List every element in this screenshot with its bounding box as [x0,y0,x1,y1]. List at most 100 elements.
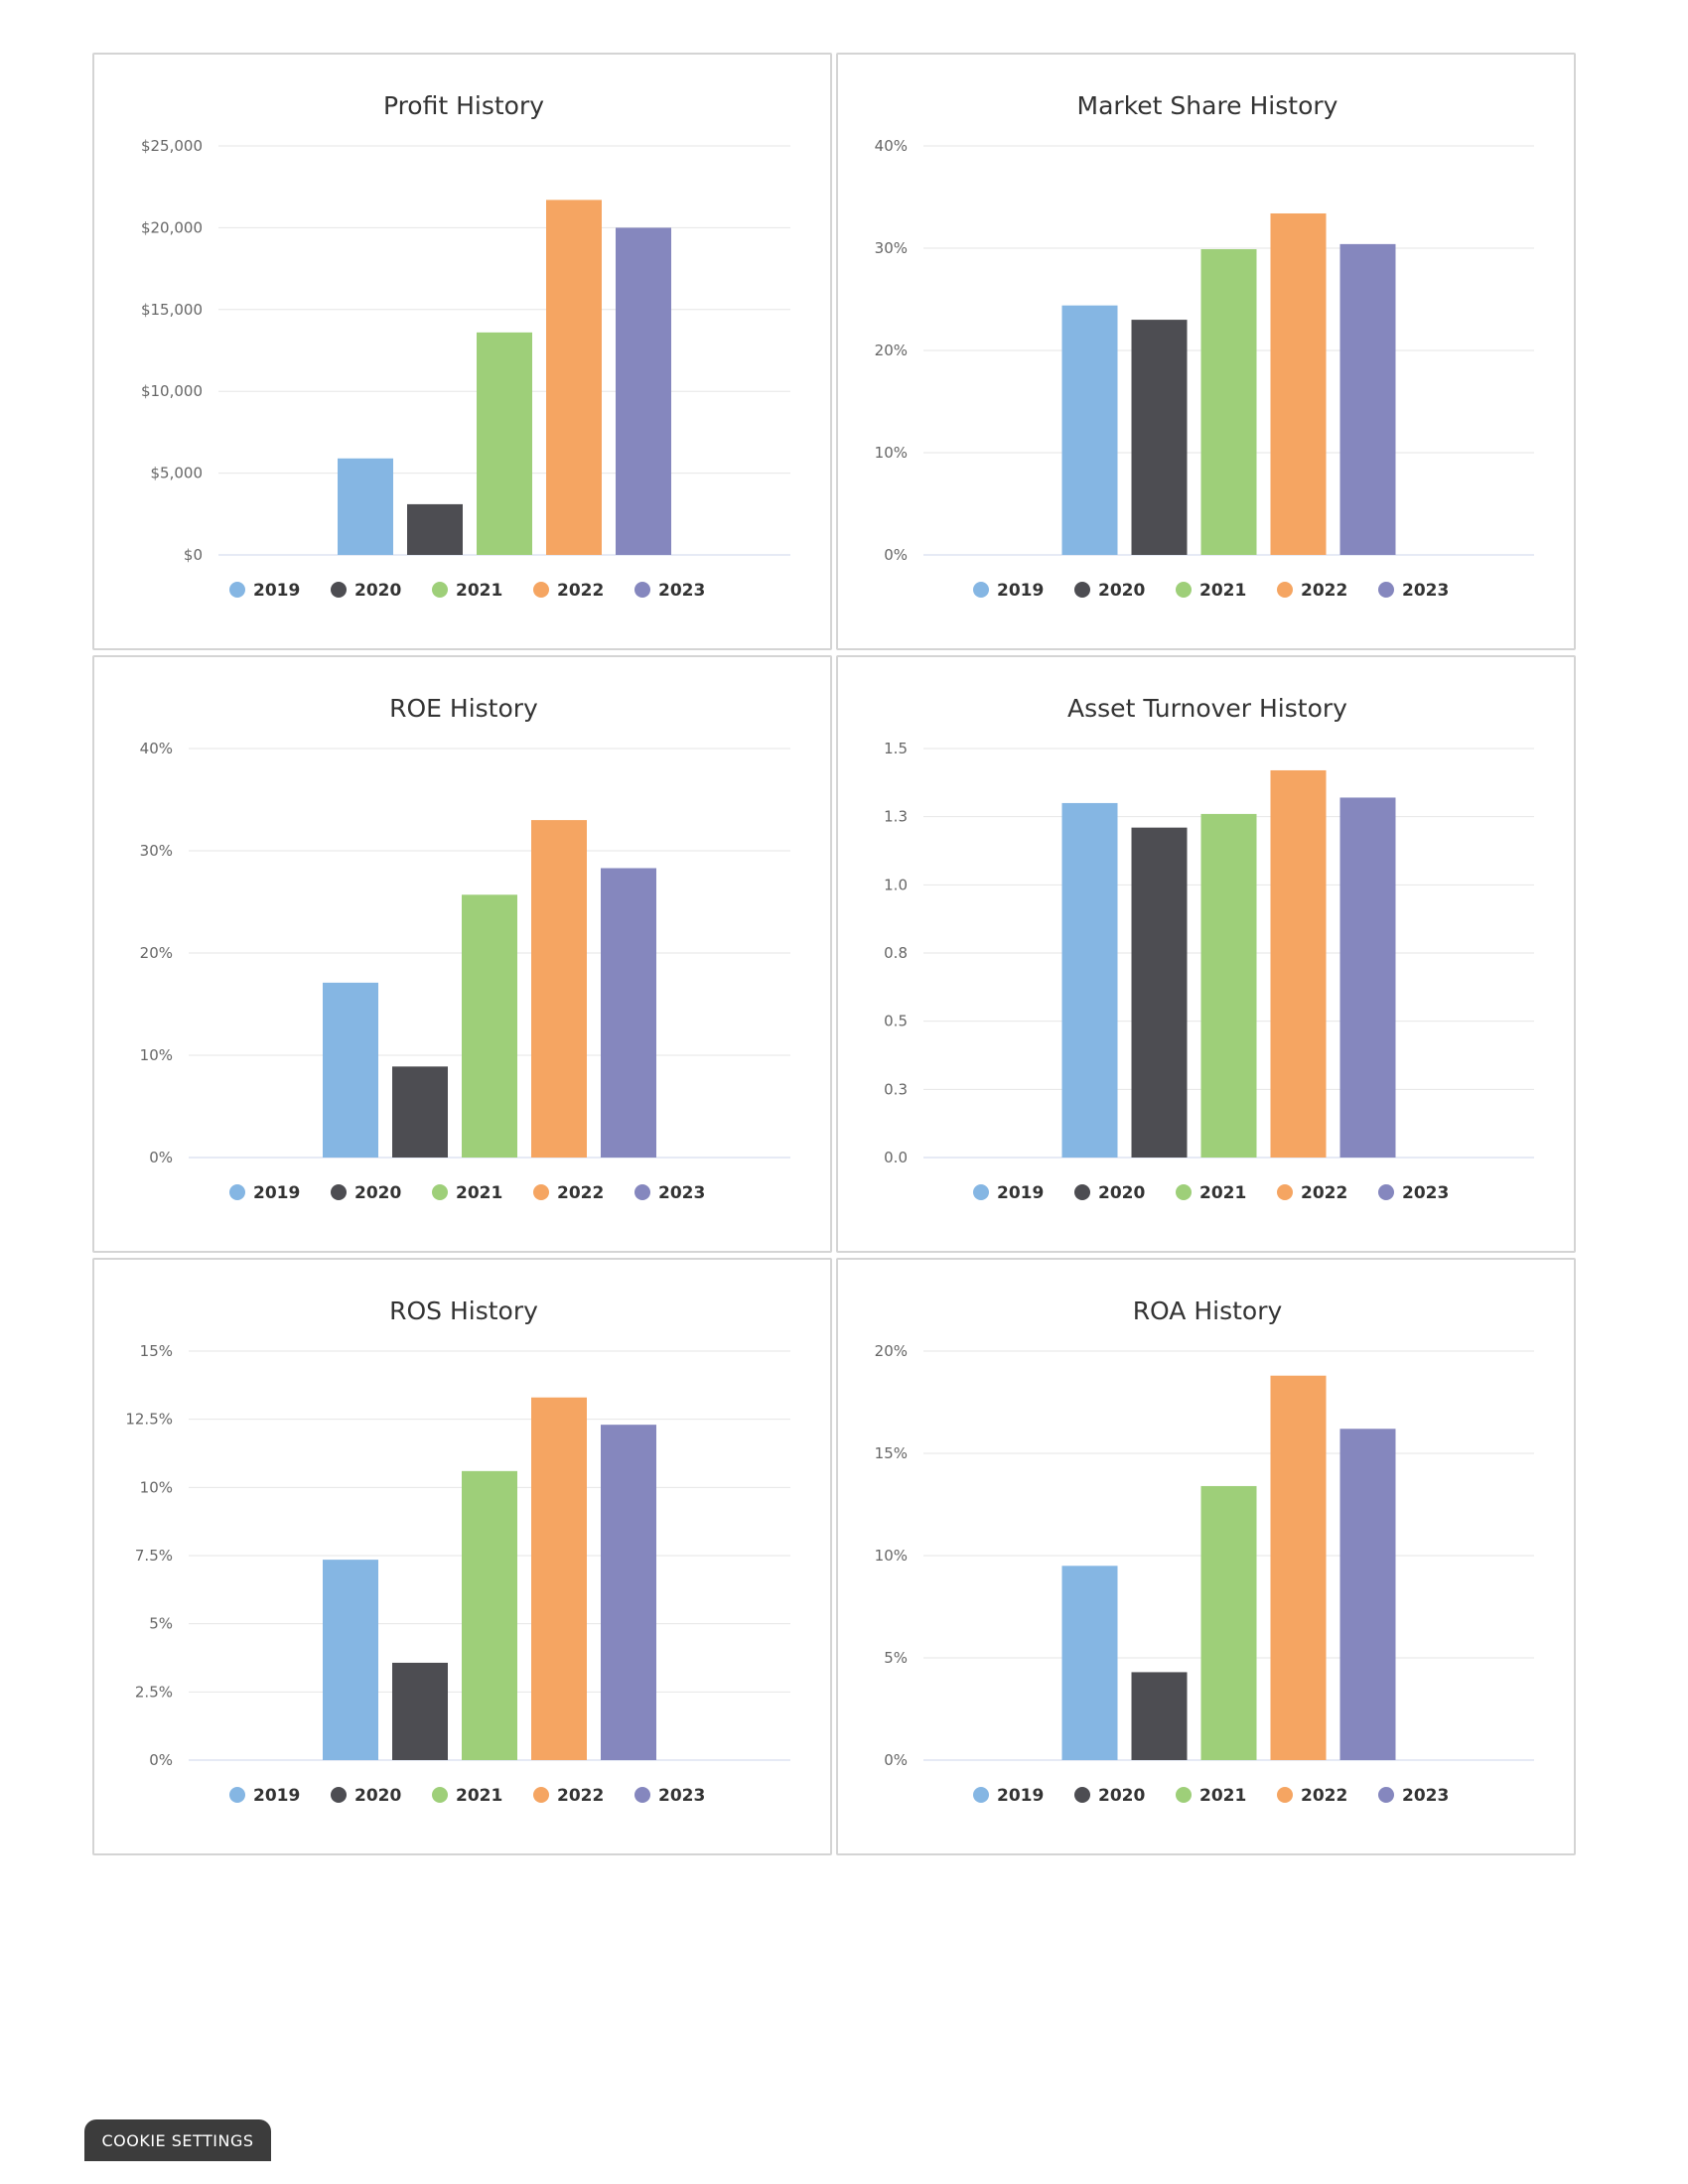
legend-dot-icon [1277,1787,1293,1803]
bar-2022[interactable] [546,200,602,555]
bar-2019[interactable] [323,1560,378,1760]
bar-2021[interactable] [1200,1485,1257,1760]
legend-dot-icon [229,1787,245,1803]
legend-label: 2021 [456,1183,502,1203]
legend-item-2023[interactable]: 2023 [634,581,705,601]
legend-item-2020[interactable]: 2020 [331,1183,401,1203]
legend-item-2020[interactable]: 2020 [1074,1183,1145,1203]
bar-2019[interactable] [1061,305,1118,555]
legend-item-2020[interactable]: 2020 [331,581,401,601]
bar-2021[interactable] [477,332,532,555]
bar-2020[interactable] [407,503,463,555]
legend-item-2022[interactable]: 2022 [533,1183,604,1203]
legend-label: 2019 [253,581,300,601]
chart-title: Market Share History [1077,91,1338,120]
legend-dot-icon [1176,1184,1192,1200]
bar-2023[interactable] [601,868,656,1158]
legend-item-2022[interactable]: 2022 [1277,1183,1347,1203]
legend-dot-icon [634,582,650,598]
legend-dot-icon [432,1787,448,1803]
bar-2022[interactable] [1270,212,1327,556]
legend-label: 2022 [557,1183,604,1203]
y-tick-label: 40% [875,137,908,155]
y-tick-label: $10,000 [141,382,203,400]
bar-2022[interactable] [531,1397,587,1760]
bar-2023[interactable] [1339,797,1396,1158]
y-tick-label: 0% [884,546,908,564]
bar-2019[interactable] [1061,802,1118,1158]
legend-dot-icon [1176,1787,1192,1803]
legend-item-2019[interactable]: 2019 [229,1786,300,1806]
y-tick-label: 10% [140,1478,173,1496]
legend-item-2023[interactable]: 2023 [1378,1183,1449,1203]
legend-item-2021[interactable]: 2021 [1176,1786,1246,1806]
bar-2022[interactable] [1270,769,1327,1158]
legend-dot-icon [1378,1184,1394,1200]
legend-label: 2023 [1402,1183,1449,1203]
bar-2023[interactable] [1339,1429,1396,1760]
bar-2020[interactable] [1131,1672,1188,1760]
legend-item-2023[interactable]: 2023 [634,1786,705,1806]
legend-item-2021[interactable]: 2021 [432,581,502,601]
legend-item-2020[interactable]: 2020 [331,1786,401,1806]
chart-panel: ROA History 0% 5% 10% 15% 20% 2019 2020 2021 2022… [836,1258,1576,1855]
legend-item-2023[interactable]: 2023 [634,1183,705,1203]
y-tick-label: 7.5% [135,1547,173,1565]
bar-2021[interactable] [462,894,517,1158]
bar-2021[interactable] [1200,813,1257,1158]
bar-2020[interactable] [392,1066,448,1158]
legend-label: 2023 [1402,581,1449,601]
legend-dot-icon [331,1184,347,1200]
legend-item-2022[interactable]: 2022 [1277,581,1347,601]
legend-item-2022[interactable]: 2022 [533,1786,604,1806]
legend-dot-icon [973,582,989,598]
bar-2020[interactable] [1131,320,1188,555]
y-tick-label: 0.8 [884,944,908,962]
y-tick-label: 15% [140,1342,173,1360]
bar-2022[interactable] [531,820,587,1158]
legend-item-2021[interactable]: 2021 [1176,581,1246,601]
chart-panel: Profit History $0 $5,000 $10,000 $15,000 $20,… [92,53,832,650]
legend-item-2019[interactable]: 2019 [229,1183,300,1203]
bar-2019[interactable] [323,982,378,1158]
y-tick-label: 1.5 [884,740,908,757]
legend-item-2023[interactable]: 2023 [1378,581,1449,601]
legend-dot-icon [1074,1184,1090,1200]
cookie-settings-button[interactable]: COOKIE SETTINGS [84,2119,271,2161]
bar-2021[interactable] [1200,249,1257,555]
bar-2019[interactable] [338,458,393,555]
bar-2020[interactable] [392,1662,448,1760]
legend-item-2022[interactable]: 2022 [1277,1786,1347,1806]
bar-2022[interactable] [1270,1375,1327,1760]
legend-item-2019[interactable]: 2019 [973,1786,1044,1806]
legend-item-2019[interactable]: 2019 [973,1183,1044,1203]
legend-dot-icon [533,1787,549,1803]
legend-item-2022[interactable]: 2022 [533,581,604,601]
bar-2019[interactable] [1061,1566,1118,1760]
y-tick-label: $25,000 [141,137,203,155]
legend-item-2019[interactable]: 2019 [229,581,300,601]
bar-2023[interactable] [616,227,671,555]
legend-label: 2019 [253,1786,300,1806]
legend-item-2020[interactable]: 2020 [1074,1786,1145,1806]
y-tick-label: 10% [875,1547,908,1565]
legend-item-2021[interactable]: 2021 [432,1183,502,1203]
bar-chart: ROA History 0% 5% 10% 15% 20% 2019 2020 2021 2022… [875,1297,1534,1806]
legend-item-2023[interactable]: 2023 [1378,1786,1449,1806]
bar-2023[interactable] [601,1425,656,1760]
legend-dot-icon [1277,582,1293,598]
y-tick-label: 0% [149,1751,173,1769]
legend-item-2020[interactable]: 2020 [1074,581,1145,601]
legend-dot-icon [533,1184,549,1200]
legend-dot-icon [1074,582,1090,598]
bar-2023[interactable] [1339,243,1396,555]
y-tick-label: 20% [875,341,908,359]
y-tick-label: 20% [140,944,173,962]
y-tick-label: 15% [875,1444,908,1462]
bar-2020[interactable] [1131,827,1188,1158]
legend-item-2021[interactable]: 2021 [1176,1183,1246,1203]
legend-label: 2019 [997,1183,1044,1203]
legend-item-2021[interactable]: 2021 [432,1786,502,1806]
legend-item-2019[interactable]: 2019 [973,581,1044,601]
bar-2021[interactable] [462,1470,517,1760]
